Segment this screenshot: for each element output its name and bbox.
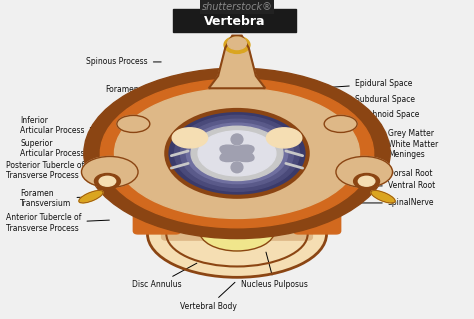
Text: Grey Matter: Grey Matter	[339, 129, 434, 138]
Ellipse shape	[82, 156, 138, 188]
FancyArrowPatch shape	[286, 163, 303, 168]
Ellipse shape	[199, 211, 275, 251]
Text: Nucleus Pulposus: Nucleus Pulposus	[241, 252, 308, 289]
Text: Meninges: Meninges	[344, 151, 425, 160]
Text: Subdural Space: Subdural Space	[303, 95, 415, 104]
Ellipse shape	[371, 190, 395, 203]
Ellipse shape	[191, 126, 283, 181]
Ellipse shape	[94, 174, 120, 189]
Text: Foramen: Foramen	[105, 85, 178, 94]
Ellipse shape	[220, 145, 254, 161]
FancyBboxPatch shape	[162, 197, 312, 240]
Polygon shape	[209, 36, 265, 88]
Text: Epidural Space: Epidural Space	[296, 79, 412, 90]
Text: Subarachnoid Space: Subarachnoid Space	[310, 110, 419, 119]
Ellipse shape	[166, 110, 308, 197]
Text: Disc Annulus: Disc Annulus	[132, 263, 197, 289]
Ellipse shape	[230, 150, 244, 157]
Ellipse shape	[117, 115, 150, 132]
Ellipse shape	[84, 68, 390, 239]
Ellipse shape	[181, 119, 293, 188]
Text: Foramen
Transversium: Foramen Transversium	[20, 189, 98, 208]
FancyArrowPatch shape	[171, 151, 188, 156]
Ellipse shape	[198, 131, 276, 176]
Text: Inferior
Articular Process: Inferior Articular Process	[20, 116, 135, 135]
Text: Spinous Process: Spinous Process	[86, 57, 161, 66]
FancyBboxPatch shape	[133, 190, 181, 234]
FancyBboxPatch shape	[293, 190, 341, 234]
Ellipse shape	[157, 197, 317, 271]
Text: Anterior Tubercle of
Transverse Process: Anterior Tubercle of Transverse Process	[6, 213, 109, 233]
Ellipse shape	[174, 115, 300, 191]
Text: Vertebra: Vertebra	[204, 15, 265, 27]
Text: Posterior Tubercle of
Transverse Process: Posterior Tubercle of Transverse Process	[6, 161, 102, 180]
Ellipse shape	[336, 156, 392, 188]
Ellipse shape	[231, 162, 243, 173]
FancyBboxPatch shape	[173, 9, 296, 33]
Ellipse shape	[228, 37, 246, 49]
Ellipse shape	[324, 115, 357, 132]
Text: Superior
Articular Process: Superior Articular Process	[20, 139, 128, 159]
Ellipse shape	[186, 123, 288, 183]
Text: White Matter: White Matter	[344, 140, 438, 149]
Text: SpinalNerve: SpinalNerve	[350, 198, 434, 207]
Ellipse shape	[266, 128, 302, 148]
FancyArrowPatch shape	[171, 163, 188, 168]
Ellipse shape	[99, 176, 116, 186]
Text: shutterstock®: shutterstock®	[201, 2, 273, 12]
FancyArrowPatch shape	[286, 151, 303, 156]
Ellipse shape	[358, 176, 375, 186]
Ellipse shape	[220, 145, 254, 161]
Ellipse shape	[224, 36, 250, 53]
Ellipse shape	[115, 88, 359, 219]
Ellipse shape	[172, 128, 208, 148]
Ellipse shape	[100, 79, 374, 228]
Ellipse shape	[231, 134, 243, 145]
Text: Ventral Root: Ventral Root	[344, 182, 435, 190]
Text: Dorsal Root: Dorsal Root	[344, 169, 432, 178]
Text: Vertebral Body: Vertebral Body	[180, 282, 237, 311]
Ellipse shape	[354, 174, 380, 189]
Ellipse shape	[79, 190, 103, 203]
Ellipse shape	[147, 190, 327, 277]
